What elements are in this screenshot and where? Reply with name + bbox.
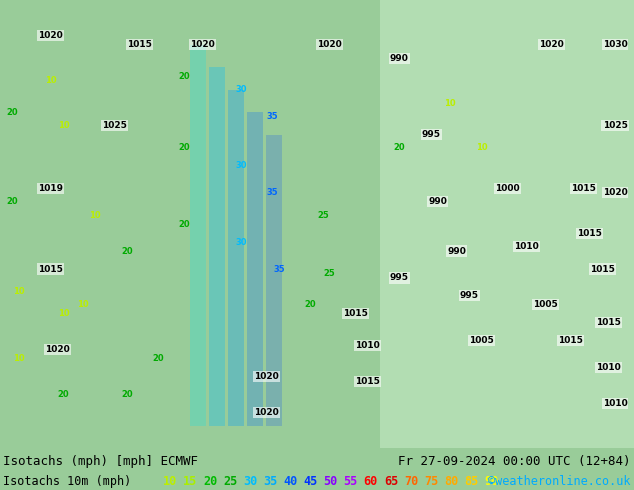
Text: 1015: 1015 (596, 318, 621, 327)
Text: 1020: 1020 (254, 372, 279, 381)
Text: 990: 990 (390, 54, 409, 63)
Text: Isotachs (mph) [mph] ECMWF: Isotachs (mph) [mph] ECMWF (3, 455, 198, 467)
Text: 1015: 1015 (355, 377, 380, 386)
Text: 45: 45 (304, 475, 318, 488)
Text: 80: 80 (444, 475, 458, 488)
Text: ©weatheronline.co.uk: ©weatheronline.co.uk (488, 475, 631, 488)
FancyBboxPatch shape (228, 90, 244, 426)
Text: 20: 20 (178, 72, 190, 81)
Text: 30: 30 (243, 475, 257, 488)
Text: 1020: 1020 (44, 345, 70, 354)
Text: 25: 25 (223, 475, 237, 488)
Text: 20: 20 (58, 390, 69, 399)
FancyBboxPatch shape (190, 45, 206, 426)
Text: 1020: 1020 (38, 31, 63, 40)
FancyBboxPatch shape (209, 67, 225, 426)
Text: 1015: 1015 (127, 40, 152, 49)
Text: 15: 15 (183, 475, 197, 488)
Text: 25: 25 (324, 269, 335, 278)
Text: 1010: 1010 (596, 363, 621, 372)
Text: 85: 85 (464, 475, 479, 488)
Text: 1000: 1000 (495, 184, 519, 193)
Text: Fr 27-09-2024 00:00 UTC (12+84): Fr 27-09-2024 00:00 UTC (12+84) (398, 455, 631, 467)
Text: 10: 10 (58, 121, 69, 130)
Text: 1010: 1010 (602, 399, 628, 408)
Text: 30: 30 (235, 238, 247, 246)
Text: 10: 10 (45, 76, 56, 85)
Text: 1015: 1015 (590, 265, 615, 273)
Text: 30: 30 (235, 161, 247, 171)
Text: 70: 70 (404, 475, 418, 488)
Text: 10: 10 (163, 475, 177, 488)
Text: 90: 90 (484, 475, 498, 488)
Text: 10: 10 (13, 354, 25, 363)
Text: 1010: 1010 (355, 341, 380, 350)
Text: 20: 20 (305, 300, 316, 309)
Text: 1020: 1020 (602, 188, 628, 197)
Text: 50: 50 (323, 475, 338, 488)
Text: 995: 995 (460, 292, 479, 300)
Text: 990: 990 (447, 246, 466, 256)
Text: 1015: 1015 (571, 184, 596, 193)
Text: 10: 10 (444, 98, 456, 108)
Text: 1025: 1025 (101, 121, 127, 130)
Text: 995: 995 (422, 130, 441, 139)
Text: 65: 65 (384, 475, 398, 488)
Text: 1010: 1010 (514, 242, 539, 251)
Text: 20: 20 (7, 108, 18, 117)
Text: 1020: 1020 (539, 40, 564, 49)
Text: 60: 60 (364, 475, 378, 488)
Text: 35: 35 (267, 188, 278, 197)
Text: Isotachs 10m (mph): Isotachs 10m (mph) (3, 475, 131, 488)
Text: 1015: 1015 (577, 229, 602, 238)
Text: 1015: 1015 (558, 336, 583, 345)
FancyBboxPatch shape (247, 112, 263, 426)
Text: 1030: 1030 (602, 40, 628, 49)
Text: 10: 10 (13, 287, 25, 296)
Text: 35: 35 (263, 475, 278, 488)
Text: 30: 30 (235, 85, 247, 94)
Text: 1005: 1005 (469, 336, 495, 345)
Text: 20: 20 (203, 475, 217, 488)
Text: 1019: 1019 (38, 184, 63, 193)
Text: 20: 20 (178, 220, 190, 229)
Text: 1015: 1015 (38, 265, 63, 273)
Text: 1015: 1015 (342, 309, 368, 318)
Text: 20: 20 (394, 144, 405, 152)
Text: 995: 995 (390, 273, 409, 282)
Text: 10: 10 (476, 144, 488, 152)
Text: 20: 20 (121, 390, 133, 399)
Text: 1020: 1020 (317, 40, 342, 49)
Text: 35: 35 (267, 112, 278, 121)
Text: 20: 20 (121, 246, 133, 256)
Text: 10: 10 (58, 309, 69, 318)
Text: 990: 990 (428, 197, 447, 206)
Text: 20: 20 (178, 144, 190, 152)
Text: 20: 20 (7, 197, 18, 206)
Text: 1005: 1005 (533, 300, 558, 309)
FancyBboxPatch shape (380, 0, 634, 448)
Text: 40: 40 (283, 475, 297, 488)
Text: 55: 55 (344, 475, 358, 488)
FancyBboxPatch shape (266, 135, 282, 426)
Text: 20: 20 (153, 354, 164, 363)
Text: 25: 25 (318, 211, 329, 220)
Text: 75: 75 (424, 475, 438, 488)
Text: 35: 35 (273, 265, 285, 273)
Text: 10: 10 (89, 211, 101, 220)
Text: 10: 10 (77, 300, 88, 309)
Text: 1020: 1020 (190, 40, 216, 49)
Text: 1020: 1020 (254, 408, 279, 417)
Text: 1025: 1025 (602, 121, 628, 130)
